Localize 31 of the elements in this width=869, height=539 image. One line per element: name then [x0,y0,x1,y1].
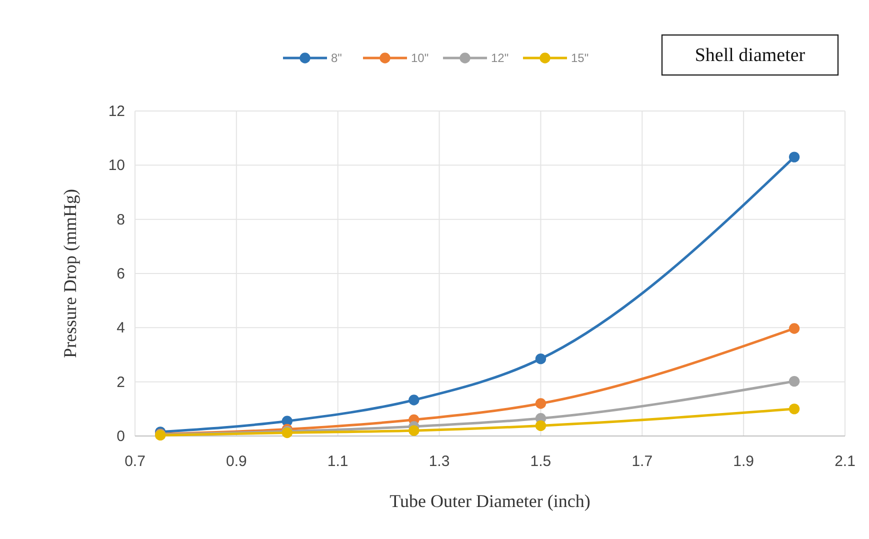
y-tick-label: 6 [116,266,125,282]
legend-label: 10" [411,51,429,65]
point [788,404,800,414]
point [788,323,800,334]
y-axis-title: Pressure Drop (mmHg) [60,189,80,358]
legend-label: 15" [571,51,589,65]
legend-label: 8" [331,51,342,65]
x-tick-label: 1.7 [632,453,653,470]
y-tick-label: 4 [116,320,125,337]
y-tick-label: 8 [116,211,125,228]
y-tick-label: 0 [116,428,125,445]
point [408,394,420,406]
x-tick-label: 0.7 [124,453,146,470]
point [408,425,420,436]
point [535,398,546,409]
y-tick-label: 2 [116,374,125,391]
point [788,376,800,387]
x-tick-label: 2.1 [834,453,856,470]
x-tick-label: 1.3 [428,453,450,470]
y-tick-label: 12 [108,103,125,120]
x-tick-label: 1.5 [530,453,552,470]
point [535,353,546,364]
x-tick-label: 1.1 [327,453,348,470]
y-tick-label: 10 [108,157,125,174]
legend-label: 12" [491,51,509,65]
legend-title: Shell diameter [694,45,806,66]
point [535,420,546,432]
x-tick-label: 0.9 [226,453,247,470]
x-tick-label: 1.9 [733,453,754,470]
x-axis-title: Tube Outer Diameter (inch) [390,491,590,511]
point [788,152,800,162]
